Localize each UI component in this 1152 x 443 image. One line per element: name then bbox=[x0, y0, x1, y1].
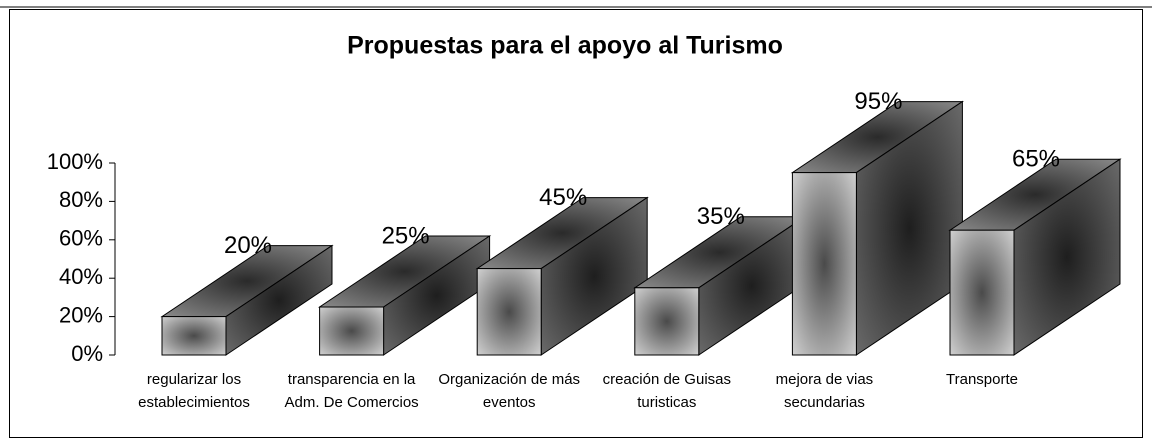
value-label: 95% bbox=[854, 88, 902, 115]
bar bbox=[161, 316, 227, 356]
y-tick-label: 100% bbox=[47, 149, 103, 174]
bar bbox=[476, 268, 542, 356]
x-tick-label: transparencia en la Adm. De Comercios bbox=[284, 371, 418, 411]
x-tick-label: regularizar los establecimientos bbox=[138, 371, 250, 411]
bar bbox=[634, 287, 700, 356]
chart-title: Propuestas para el apoyo al Turismo bbox=[347, 32, 783, 60]
x-tick-label: mejora de vias secundarias bbox=[776, 371, 874, 411]
bar bbox=[949, 229, 1015, 356]
bar bbox=[791, 172, 857, 356]
y-tick-label: 0% bbox=[71, 341, 103, 366]
bar bbox=[319, 306, 385, 356]
value-label: 20% bbox=[224, 232, 272, 259]
value-label: 35% bbox=[697, 203, 745, 230]
x-tick-label: creación de Guisas turisticas bbox=[603, 371, 731, 411]
x-tick-label: Organización de más eventos bbox=[438, 371, 580, 411]
chart-border bbox=[9, 9, 1143, 438]
y-tick-label: 60% bbox=[59, 226, 103, 251]
value-label: 45% bbox=[539, 184, 587, 211]
value-label: 25% bbox=[382, 222, 430, 249]
y-tick-label: 20% bbox=[59, 302, 103, 327]
value-label: 65% bbox=[1012, 146, 1060, 173]
y-tick-label: 80% bbox=[59, 187, 103, 212]
y-tick-label: 40% bbox=[59, 264, 103, 289]
x-tick-label: Transporte bbox=[946, 371, 1018, 388]
